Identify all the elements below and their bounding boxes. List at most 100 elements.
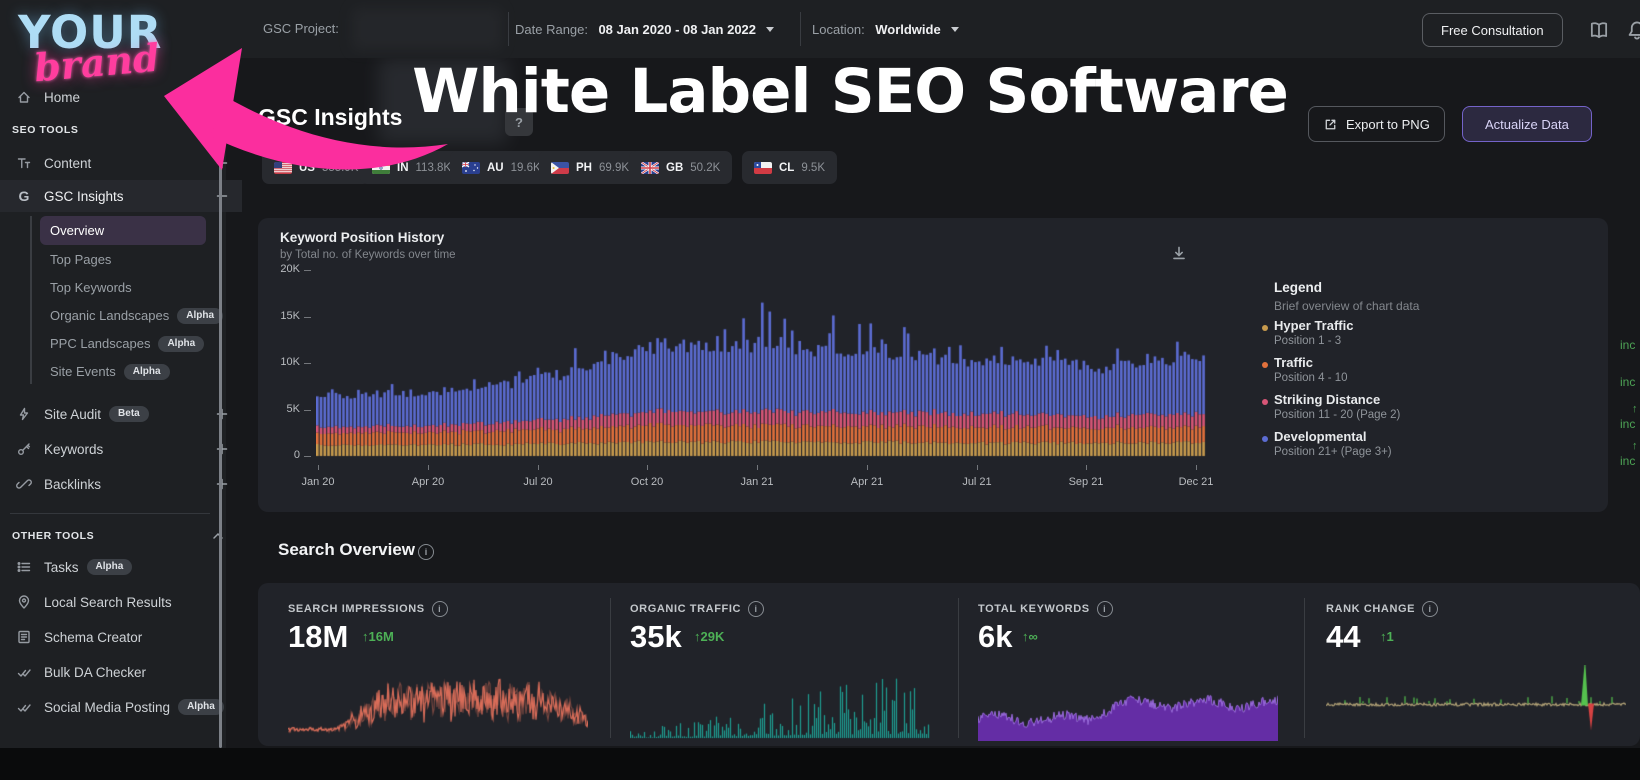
x-tick-mark (867, 465, 868, 470)
legend-item-name: Traffic (1274, 355, 1314, 370)
legend-item-delta: inc (1620, 454, 1636, 468)
keyword-position-history-bars (316, 263, 1206, 463)
sidebar-item-schema-creator[interactable]: Schema Creator (0, 622, 242, 652)
y-tick-mark (304, 270, 311, 271)
ph-flag-icon (551, 161, 569, 174)
typography-icon (16, 155, 32, 171)
top-bar: GSC Project: Date Range: 08 Jan 2020 - 0… (226, 0, 1640, 58)
legend-dot-traffic (1262, 362, 1268, 368)
expand-plus-icon[interactable] (214, 476, 230, 492)
legend-item-range: Position 11 - 20 (Page 2) (1274, 409, 1401, 421)
legend-dot-striking-distance (1262, 399, 1268, 405)
project-name-redacted[interactable] (352, 8, 502, 50)
sidebar-subitem-top-keywords[interactable]: Top Keywords (40, 273, 206, 302)
country-chip-ph[interactable]: PH 69.9K (539, 151, 642, 184)
x-tick-label: Dec 21 (1178, 476, 1214, 488)
legend-item-range: Position 1 - 3 (1274, 335, 1342, 347)
subnav-indent-line (30, 216, 32, 384)
info-icon[interactable]: i (418, 544, 434, 560)
country-value: 69.9K (598, 161, 630, 174)
sidebar-item-site-audit[interactable]: Site Audit Beta (0, 399, 242, 429)
download-icon[interactable] (1170, 244, 1188, 262)
sidebar-item-home[interactable]: Home (0, 82, 242, 112)
cl-flag-icon (754, 161, 772, 174)
card-rank-change: RANK CHANGE i 44 ↑1 (1326, 583, 1626, 746)
export-to-png-button[interactable]: Export to PNG (1308, 106, 1445, 142)
x-tick-label: Jul 20 (523, 476, 553, 488)
actualize-data-button[interactable]: Actualize Data (1462, 106, 1592, 142)
sidebar-subitem-ppc-landscapes[interactable]: PPC Landscapes Alpha (40, 329, 236, 358)
location-selector[interactable]: Location: Worldwide (812, 21, 960, 39)
y-tick-mark (304, 410, 311, 411)
export-icon (1325, 119, 1336, 129)
y-tick-mark (304, 456, 311, 457)
country-code: PH (576, 161, 592, 174)
card-divider (610, 598, 611, 738)
chevron-down-icon (951, 27, 960, 33)
x-tick-label: Apr 21 (850, 476, 884, 488)
free-consultation-button[interactable]: Free Consultation (1422, 13, 1563, 47)
card-divider (1304, 598, 1305, 738)
x-tick-mark (977, 465, 978, 470)
card-value: 44 (1326, 619, 1361, 654)
sidebar-item-bulk-da-checker[interactable]: Bulk DA Checker (0, 657, 242, 687)
redacted-blur (378, 58, 508, 144)
info-icon[interactable]: i (1096, 601, 1113, 617)
card-value: 6k (978, 619, 1013, 654)
sidebar-item-local-search-results[interactable]: Local Search Results (0, 587, 242, 617)
sidebar-item-tasks[interactable]: Tasks Alpha (0, 552, 242, 582)
help-icon[interactable]: ? (505, 108, 533, 136)
sidebar-subitem-overview[interactable]: Overview (40, 216, 206, 245)
sidebar-item-social-media-posting[interactable]: Social Media Posting Alpha (0, 692, 242, 722)
section-header-label: SEO TOOLS (12, 124, 79, 136)
x-tick-label: Jul 21 (962, 476, 992, 488)
sidebar-item-gsc-insights[interactable]: G GSC Insights (0, 180, 242, 212)
sidebar-item-label: Social Media Posting (44, 699, 171, 715)
x-tick-mark (318, 465, 319, 470)
sidebar-subitem-top-pages[interactable]: Top Pages (40, 245, 206, 274)
subitem-label: Top Keywords (50, 280, 132, 295)
country-chip-gb[interactable]: GB 50.2K (629, 151, 733, 184)
spark-rank-change (1326, 665, 1626, 741)
card-label: ORGANIC TRAFFIC (630, 603, 742, 615)
brand-logo-your: YOUR (18, 6, 163, 59)
info-icon[interactable]: i (748, 601, 765, 617)
country-chip-au[interactable]: AU 19.6K (450, 151, 553, 184)
x-tick-label: Apr 20 (411, 476, 445, 488)
book-icon[interactable] (1588, 19, 1610, 41)
sidebar-section-other-tools[interactable]: OTHER TOOLS (0, 524, 238, 548)
date-range-value: 08 Jan 2020 - 08 Jan 2022 (598, 22, 757, 37)
legend-item-delta: inc (1620, 375, 1636, 389)
expand-plus-icon[interactable] (214, 406, 230, 422)
subitem-label: Top Pages (50, 252, 112, 267)
x-tick-label: Oct 20 (630, 476, 664, 488)
bell-icon[interactable] (1626, 19, 1640, 41)
section-header-label: OTHER TOOLS (12, 530, 95, 542)
date-range-selector[interactable]: Date Range: 08 Jan 2020 - 08 Jan 2022 (515, 21, 775, 39)
subitem-label: Organic Landscapes (50, 308, 170, 323)
info-icon[interactable]: i (1422, 601, 1439, 617)
card-search-impressions: SEARCH IMPRESSIONS i 18M ↑16M (288, 583, 593, 746)
sidebar-item-keywords[interactable]: Keywords (0, 434, 242, 464)
spark-total-keywords (978, 665, 1278, 741)
x-tick-mark (647, 465, 648, 470)
lightning-icon (16, 406, 32, 422)
sidebar-scrollbar[interactable] (219, 76, 222, 748)
expand-plus-icon[interactable] (214, 441, 230, 457)
header-divider (508, 12, 509, 46)
sidebar-item-backlinks[interactable]: Backlinks (0, 469, 242, 499)
alpha-badge: Alpha (178, 699, 224, 715)
info-icon[interactable]: i (431, 601, 448, 617)
x-tick-label: Jan 20 (301, 476, 335, 488)
chevron-up-icon[interactable] (210, 528, 226, 544)
x-tick-mark (1196, 465, 1197, 470)
sidebar-subitem-site-events[interactable]: Site Events Alpha (40, 357, 236, 386)
map-pin-icon (16, 594, 32, 610)
sidebar-item-label: Bulk DA Checker (44, 664, 147, 680)
y-tick-label: 5K (286, 403, 300, 415)
legend-subtitle: Brief overview of chart data (1274, 299, 1420, 313)
sidebar-subitem-organic-landscapes[interactable]: Organic Landscapes Alpha (40, 301, 236, 330)
search-overview-panel: SEARCH IMPRESSIONS i 18M ↑16M ORGANIC TRA… (258, 583, 1640, 746)
country-chip-cl[interactable]: CL 9.5K (742, 151, 838, 184)
legend-item-name: Striking Distance (1274, 392, 1381, 407)
